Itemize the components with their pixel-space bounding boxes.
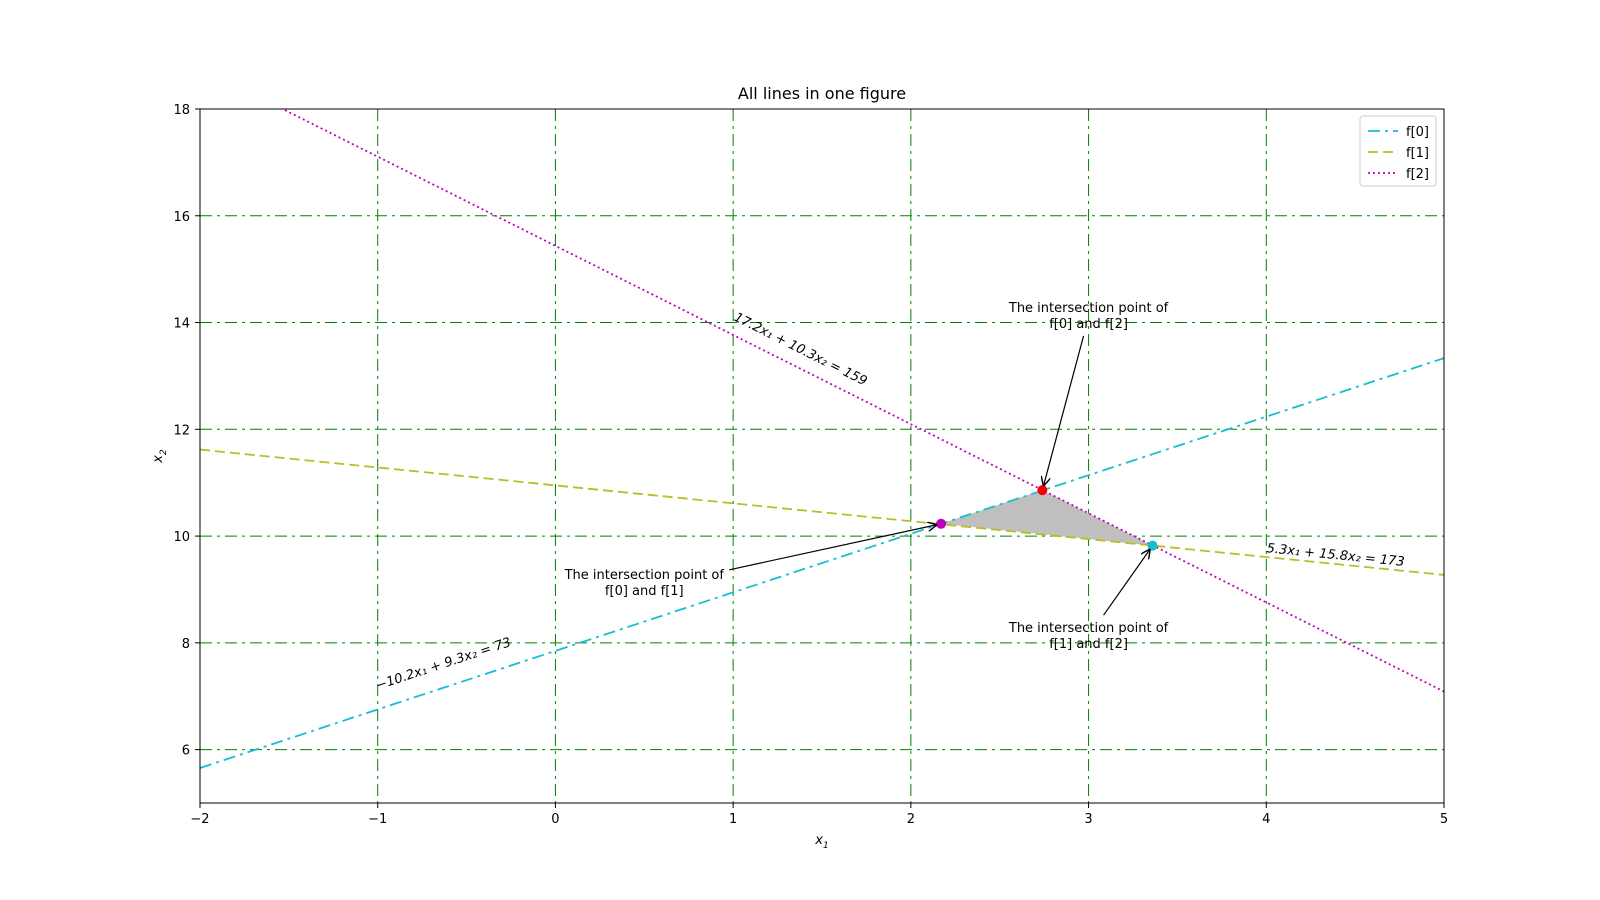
y-tick-label: 6 <box>182 744 190 759</box>
series-line-f2 <box>280 109 1444 693</box>
intersection-point-0 <box>936 518 947 529</box>
x-tick-label: −2 <box>190 812 209 827</box>
x-tick-label: 5 <box>1440 812 1448 827</box>
intersection-annotation-2: The intersection point of f[1] and f[2] <box>1008 621 1169 652</box>
series-line-f0 <box>200 357 1444 769</box>
intersection-annotation-1: The intersection point of f[0] and f[2] <box>1008 301 1169 332</box>
series-line-f1 <box>200 448 1444 576</box>
series-lines <box>200 109 1444 769</box>
legend-box <box>1359 115 1437 187</box>
annotation-arrow-2 <box>1103 550 1150 616</box>
legend: f[0] f[1] f[2] <box>1359 115 1437 187</box>
plot-area-frame <box>199 108 1445 804</box>
intersection-point-1 <box>1037 485 1048 496</box>
intersection-points <box>936 485 1158 551</box>
x-tick-label: 3 <box>1084 812 1092 827</box>
shaded-feasible-region <box>941 490 1153 546</box>
legend-label-f2: f[2] <box>1406 167 1429 182</box>
y-tick-label: 16 <box>173 210 190 225</box>
x-axis-ticks: −2 −1 0 1 2 3 4 5 <box>190 803 1448 827</box>
y-tick-label: 10 <box>173 530 190 545</box>
y-tick-label: 14 <box>173 317 190 332</box>
grid <box>200 109 1444 803</box>
y-tick-label: 18 <box>173 103 190 118</box>
intersection-annotation-0: The intersection point of f[0] and f[1] <box>564 568 725 599</box>
x-tick-label: 1 <box>729 812 737 827</box>
x-tick-label: 0 <box>551 812 559 827</box>
legend-label-f0: f[0] <box>1406 125 1429 140</box>
shaded-region-layer <box>941 490 1153 546</box>
intersection-point-2 <box>1147 540 1158 551</box>
y-axis-ticks: 6 8 10 12 14 16 18 <box>173 103 200 759</box>
legend-label-f1: f[1] <box>1406 146 1429 161</box>
x-tick-label: −1 <box>368 812 387 827</box>
chart-title: All lines in one figure <box>738 84 906 103</box>
x-tick-label: 4 <box>1262 812 1270 827</box>
annotations: The intersection point of f[0] and f[1] Th… <box>564 301 1169 652</box>
annotation-arrow-1 <box>1044 335 1085 485</box>
x-tick-label: 2 <box>907 812 915 827</box>
y-tick-label: 12 <box>173 423 190 438</box>
annotation-arrow-0 <box>729 525 936 571</box>
y-tick-label: 8 <box>182 637 190 652</box>
